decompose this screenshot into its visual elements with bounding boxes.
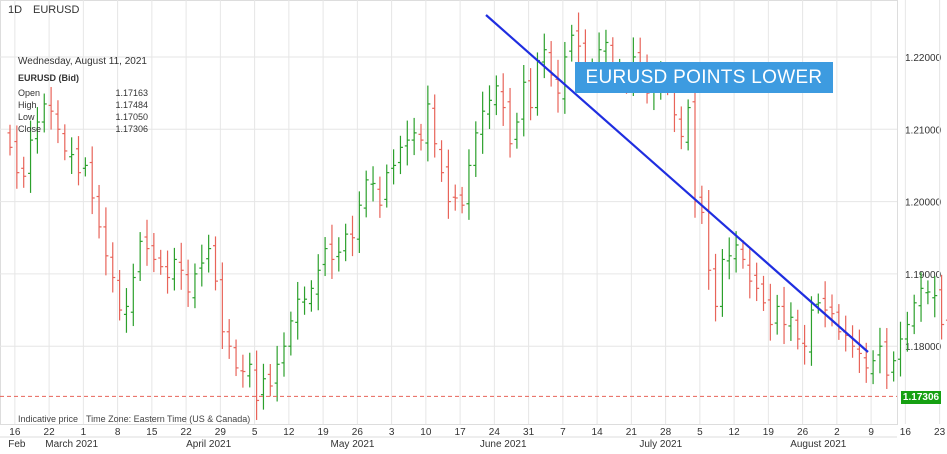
y-tick-label: 1.18000 (905, 342, 942, 353)
x-tick-label: 10 (420, 427, 432, 438)
x-tick-label: 2 (834, 427, 840, 438)
x-month-label: March 2021 (45, 439, 98, 450)
x-tick-label: 7 (560, 427, 566, 438)
x-tick-label: 19 (318, 427, 330, 438)
y-tick-label: 1.22000 (905, 53, 942, 64)
info-title: EURUSD (Bid) (18, 73, 79, 83)
x-tick-label: 31 (523, 427, 535, 438)
x-tick-label: 17 (455, 427, 467, 438)
footer-timezone: Time Zone: Eastern Time (US & Canada) (86, 414, 251, 424)
ohlc-row-low: Low 1.17050 (18, 112, 148, 122)
x-month-label: August 2021 (790, 439, 847, 450)
x-tick-label: 28 (660, 427, 672, 438)
last-price-tag: 1.17306 (901, 391, 941, 404)
x-tick-label: 24 (489, 427, 501, 438)
ohlc-row-open: Open 1.17163 (18, 88, 148, 98)
x-tick-label: 5 (252, 427, 258, 438)
y-tick-label: 1.19000 (905, 270, 942, 281)
info-date: Wednesday, August 11, 2021 (18, 56, 147, 67)
x-tick-label: 15 (146, 427, 158, 438)
x-tick-label: 9 (868, 427, 874, 438)
trendline (485, 14, 869, 353)
x-tick-label: 14 (592, 427, 604, 438)
x-month-label: June 2021 (480, 439, 527, 450)
x-tick-label: 8 (115, 427, 121, 438)
x-tick-label: 26 (352, 427, 364, 438)
x-tick-label: 23 (934, 427, 946, 438)
x-month-label: July 2021 (639, 439, 682, 450)
x-tick-label: 21 (626, 427, 638, 438)
x-tick-label: 22 (44, 427, 56, 438)
ohlc-row-close: Close 1.17306 (18, 124, 148, 134)
x-tick-label: 5 (697, 427, 703, 438)
timeframe-label[interactable]: 1D (8, 4, 23, 16)
x-tick-label: 26 (797, 427, 809, 438)
symbol-label[interactable]: EURUSD (33, 4, 80, 16)
x-tick-label: 16 (9, 427, 21, 438)
x-month-label: Feb (8, 439, 26, 450)
x-tick-label: 12 (283, 427, 295, 438)
x-tick-label: 19 (763, 427, 775, 438)
y-tick-label: 1.21000 (905, 125, 942, 136)
ohlc-table: Open 1.17163 High 1.17484 Low 1.17050 Close… (18, 87, 148, 135)
x-tick-label: 16 (900, 427, 912, 438)
x-tick-label: 22 (181, 427, 193, 438)
y-tick-label: 1.20000 (905, 198, 942, 209)
x-tick-label: 3 (389, 427, 395, 438)
ohlc-row-high: High 1.17484 (18, 100, 148, 110)
annotation-banner: EURUSD POINTS LOWER (575, 62, 833, 93)
plot-frame (0, 0, 898, 425)
x-tick-label: 1 (81, 427, 87, 438)
x-month-label: April 2021 (186, 439, 231, 450)
x-tick-label: 29 (215, 427, 227, 438)
footer-indicative: Indicative price (18, 414, 79, 424)
x-tick-label: 12 (729, 427, 741, 438)
x-month-label: May 2021 (331, 439, 375, 450)
